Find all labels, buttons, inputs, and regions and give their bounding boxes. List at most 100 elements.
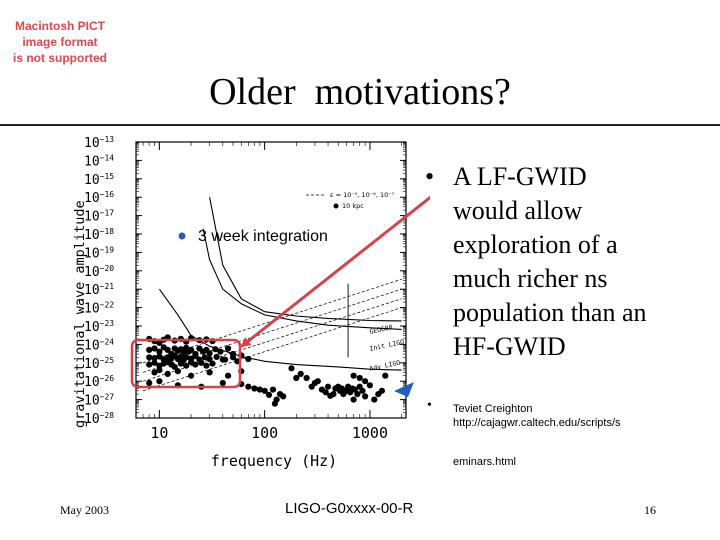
data-point <box>245 355 252 363</box>
data-point <box>303 374 310 382</box>
y-tick-labels: 10−13 10−14 10−15 10−16 10−17 10−18 10−19 10−20… <box>84 135 114 427</box>
data-point <box>293 374 300 382</box>
y-tick-label: 10−13 <box>84 135 114 151</box>
data-point <box>188 346 195 353</box>
legend: ε = 10⁻⁵, 10⁻⁶, 10⁻⁷ 10 kpc 3 week integ… <box>178 191 395 245</box>
y-tick-label: 10−26 <box>84 374 114 390</box>
data-point <box>164 370 171 377</box>
data-point <box>350 372 357 379</box>
sensitivity-curve <box>158 288 402 371</box>
data-point <box>356 374 363 382</box>
data-point <box>183 354 190 361</box>
x-axis-label: frequency (Hz) <box>211 452 337 470</box>
data-point <box>225 345 232 352</box>
curve-label-init-ligo: Init LIGO <box>369 338 405 353</box>
data-point <box>314 378 321 385</box>
data-point <box>164 346 171 353</box>
lf-highlight-box <box>130 338 242 389</box>
y-tick-label: 10−14 <box>84 153 114 169</box>
data-point <box>273 396 280 403</box>
blue-arrow-head <box>394 382 414 397</box>
data-point <box>198 359 205 366</box>
gw-amplitude-chart: 10−13 10−14 10−15 10−16 10−17 10−18 10−19 10−20… <box>72 135 430 470</box>
x-tick-label: 1000 <box>352 424 388 442</box>
sensitivity-curve <box>209 197 402 322</box>
data-point <box>188 372 195 379</box>
x-tick-labels: 10 100 1000 <box>150 424 388 442</box>
spindown-line <box>142 307 402 392</box>
data-point <box>225 372 232 379</box>
spindown-lines <box>142 278 402 392</box>
data-point <box>183 362 190 369</box>
data-point <box>151 359 158 366</box>
data-point <box>330 391 337 398</box>
data-point <box>256 386 263 393</box>
data-point <box>265 391 273 398</box>
pict-unsupported-message: Macintosh PICT image format is not suppo… <box>0 18 120 66</box>
data-point <box>280 393 287 400</box>
citation-author: Teviet Creighton <box>453 403 533 415</box>
y-tick-label: 10−18 <box>84 227 114 243</box>
data-point <box>219 379 226 387</box>
y-tick-label: 10−27 <box>84 393 114 409</box>
footer-doc-id: LIGO-G0xxxx-00-R <box>285 500 414 517</box>
x-tick-label: 10 <box>150 424 168 442</box>
data-point <box>171 363 178 370</box>
data-point <box>151 355 158 362</box>
data-point <box>251 385 258 392</box>
legend-dash-label: ε = 10⁻⁵, 10⁻⁶, 10⁻⁷ <box>330 191 395 199</box>
data-point <box>206 355 213 363</box>
y-tick-label: 10−28 <box>84 411 114 427</box>
data-point <box>269 386 277 393</box>
y-tick-label: 10−16 <box>84 190 114 206</box>
data-point <box>174 368 181 375</box>
y-tick-label: 10−23 <box>84 319 114 335</box>
data-point <box>261 387 268 394</box>
data-point <box>203 362 210 369</box>
axis-ticks <box>135 141 406 419</box>
data-point <box>354 391 361 398</box>
pict-line: image format <box>22 35 98 49</box>
citation: Teviet Creighton http://cajagwr.caltech.… <box>453 402 621 430</box>
y-axis-label: gravitational wave amplitude <box>72 200 88 428</box>
curve-label-geo600: GEO600 <box>369 323 394 336</box>
data-point <box>151 369 158 376</box>
citation-bullet: • <box>427 398 432 413</box>
legend-dot-label: 10 kpc <box>342 202 364 210</box>
data-point <box>362 378 369 385</box>
slide-title: Older motivations? <box>209 71 511 113</box>
y-tick-label: 10−15 <box>84 172 114 188</box>
data-point <box>366 382 373 389</box>
curve-labels: GEO600 Init LIGO Adv LIGO <box>369 323 405 373</box>
data-point <box>192 361 199 368</box>
data-point <box>322 389 329 396</box>
data-point <box>288 365 295 372</box>
data-point <box>146 379 153 387</box>
data-point <box>156 348 163 355</box>
y-tick-label: 10−21 <box>84 282 114 298</box>
data-point <box>156 378 163 385</box>
data-point <box>192 353 199 360</box>
data-point <box>359 387 366 394</box>
pict-line: Macintosh PICT <box>14 19 105 33</box>
data-point <box>217 348 224 355</box>
data-point <box>382 372 389 379</box>
bullet-dot: • <box>425 162 435 191</box>
citation-url: http://cajagwr.caltech.edu/scripts/s <box>453 417 621 429</box>
data-point <box>350 396 357 403</box>
y-tick-label: 10−25 <box>84 356 114 372</box>
curve-label-adv-ligo: Adv LIGO <box>369 359 401 373</box>
y-tick-label: 10−20 <box>84 264 114 280</box>
overlay-legend-label: 3 week integration <box>198 228 328 245</box>
data-point <box>151 345 158 352</box>
data-point <box>324 383 332 390</box>
sensitivity-curves <box>158 197 402 371</box>
data-point <box>297 370 304 377</box>
legend-dot-sample <box>333 203 339 209</box>
citation-url-continued: eminars.html <box>453 456 516 468</box>
data-point <box>371 396 378 403</box>
data-point <box>338 385 345 392</box>
sensitivity-curve <box>202 228 402 330</box>
data-point <box>146 346 153 353</box>
data-point <box>201 354 208 361</box>
